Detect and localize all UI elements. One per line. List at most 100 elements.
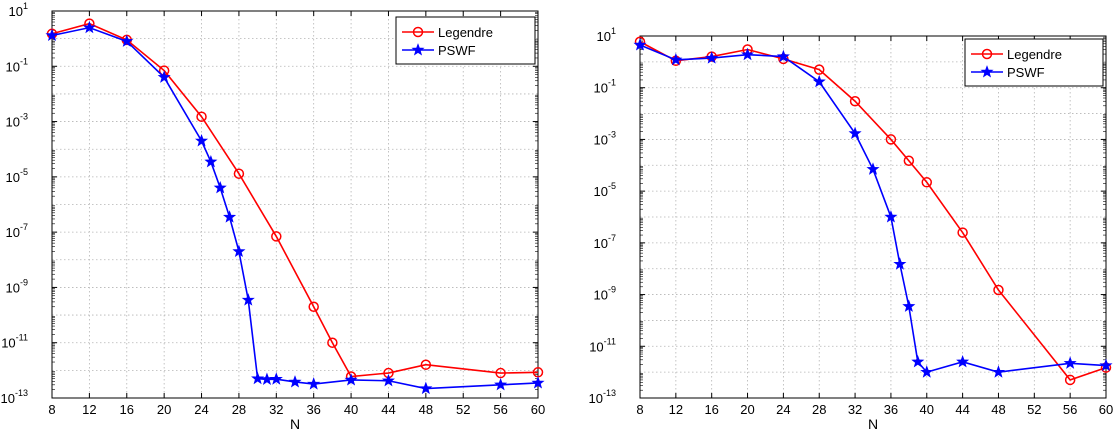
legend-marker-star bbox=[411, 43, 425, 56]
data-point-legendre bbox=[327, 337, 338, 348]
chart-panel-2: 8 12 16 20 24 28 32 36 40 44 48 52 56 60 10-13 10-11 10-… bbox=[589, 26, 1114, 432]
x-tick-label: 40 bbox=[344, 402, 358, 417]
x-tick-label: 24 bbox=[776, 402, 790, 417]
data-point-legendre bbox=[1064, 374, 1076, 386]
data-point-pswf bbox=[344, 373, 358, 386]
y-tick-label: 10-5 bbox=[6, 167, 28, 185]
legend: Legendre PSWF bbox=[964, 38, 1104, 87]
legend-marker-circle bbox=[412, 26, 424, 38]
data-point-legendre bbox=[420, 359, 432, 370]
data-point-pswf bbox=[893, 257, 907, 270]
y-tick-label: 101 bbox=[597, 26, 616, 44]
data-point-pswf bbox=[241, 293, 255, 306]
x-tick-label: 8 bbox=[48, 402, 55, 417]
x-tick-label: 48 bbox=[991, 402, 1005, 417]
chart-panel-1: 8 12 16 20 24 28 32 36 40 44 48 52 56 60 10-13 10-11 10-… bbox=[1, 1, 546, 432]
legend-marker-star bbox=[980, 65, 994, 78]
data-point-pswf bbox=[884, 210, 898, 223]
data-point-legendre bbox=[993, 284, 1004, 296]
data-point-pswf bbox=[381, 373, 395, 387]
x-tick-label: 44 bbox=[955, 402, 969, 417]
axes-box bbox=[51, 10, 539, 399]
legend-marker-circle bbox=[981, 48, 993, 60]
data-point-pswf bbox=[1063, 356, 1077, 369]
data-point-pswf bbox=[705, 51, 719, 64]
legend-label: Legendre bbox=[438, 25, 493, 40]
data-point-pswf bbox=[195, 134, 209, 147]
data-point-legendre bbox=[495, 367, 506, 379]
x-tick-label: 44 bbox=[381, 402, 395, 417]
x-tick-label: 36 bbox=[306, 402, 320, 417]
data-point-legendre bbox=[921, 177, 933, 188]
data-point-pswf bbox=[251, 371, 265, 385]
x-tick-label: 36 bbox=[884, 402, 898, 417]
data-point-pswf bbox=[956, 354, 970, 368]
data-point-pswf bbox=[741, 47, 755, 61]
x-tick-label: 20 bbox=[740, 402, 754, 417]
series-line-legendre bbox=[639, 41, 1107, 381]
data-point-pswf bbox=[223, 210, 237, 223]
legend-box bbox=[395, 16, 536, 65]
data-point-pswf bbox=[633, 38, 647, 51]
data-point-legendre bbox=[813, 64, 825, 75]
y-tick-label: 10-11 bbox=[1, 333, 28, 351]
data-point-pswf bbox=[120, 34, 134, 47]
y-tick-label: 10-7 bbox=[594, 233, 616, 251]
data-point-pswf bbox=[232, 244, 246, 258]
x-tick-label: 28 bbox=[812, 402, 826, 417]
data-point-pswf bbox=[531, 376, 545, 389]
legend-label: PSWF bbox=[438, 43, 476, 58]
data-point-pswf bbox=[204, 154, 218, 168]
y-tick-label: 10-1 bbox=[594, 78, 616, 96]
data-point-pswf bbox=[911, 354, 925, 368]
legend-box bbox=[964, 38, 1104, 87]
y-tick-label: 10-3 bbox=[594, 129, 616, 147]
y-tick-label: 10-11 bbox=[589, 336, 616, 354]
data-point-pswf bbox=[269, 372, 283, 385]
data-point-legendre bbox=[233, 168, 245, 179]
y-tick-label: 10-3 bbox=[6, 112, 28, 130]
data-point-pswf bbox=[902, 299, 916, 312]
data-point-pswf bbox=[669, 52, 683, 66]
data-point-pswf bbox=[288, 375, 302, 388]
data-point-pswf bbox=[45, 28, 59, 42]
x-tick-label: 52 bbox=[456, 402, 470, 417]
x-tick-label: 32 bbox=[848, 402, 862, 417]
legend: Legendre PSWF bbox=[395, 16, 536, 65]
y-tick-label: 10-9 bbox=[6, 277, 28, 295]
data-point-pswf bbox=[1099, 358, 1113, 372]
x-tick-label: 8 bbox=[636, 402, 643, 417]
data-point-pswf bbox=[812, 74, 826, 88]
data-point-pswf bbox=[776, 49, 790, 63]
data-point-legendre bbox=[957, 227, 968, 238]
data-point-pswf bbox=[866, 162, 880, 175]
x-tick-label: 16 bbox=[120, 402, 134, 417]
x-axis-label: N bbox=[290, 416, 300, 432]
data-point-pswf bbox=[82, 20, 96, 34]
x-tick-label: 48 bbox=[419, 402, 433, 417]
series-line-pswf bbox=[51, 26, 539, 390]
x-tick-label: 56 bbox=[1063, 402, 1077, 417]
y-tick-label: 10-13 bbox=[589, 388, 616, 406]
x-axis-label: N bbox=[868, 416, 878, 432]
x-tick-label: 56 bbox=[493, 402, 507, 417]
y-tick-label: 10-7 bbox=[6, 222, 28, 240]
y-tick-label: 10-5 bbox=[594, 181, 616, 199]
data-point-legendre bbox=[903, 155, 915, 166]
series-line-legendre bbox=[51, 22, 539, 378]
data-point-pswf bbox=[419, 381, 433, 395]
data-point-legendre bbox=[271, 231, 282, 242]
legend-label: Legendre bbox=[1007, 47, 1062, 62]
data-point-legendre bbox=[885, 134, 897, 145]
data-point-legendre bbox=[308, 301, 319, 313]
y-tick-label: 10-13 bbox=[1, 388, 28, 406]
y-tick-label: 101 bbox=[9, 1, 28, 19]
x-tick-label: 60 bbox=[1099, 402, 1113, 417]
x-tick-label: 12 bbox=[669, 402, 683, 417]
data-point-pswf bbox=[991, 365, 1005, 378]
data-point-legendre bbox=[849, 95, 861, 107]
x-tick-label: 20 bbox=[157, 402, 171, 417]
x-tick-label: 52 bbox=[1027, 402, 1041, 417]
data-point-legendre bbox=[196, 111, 207, 122]
